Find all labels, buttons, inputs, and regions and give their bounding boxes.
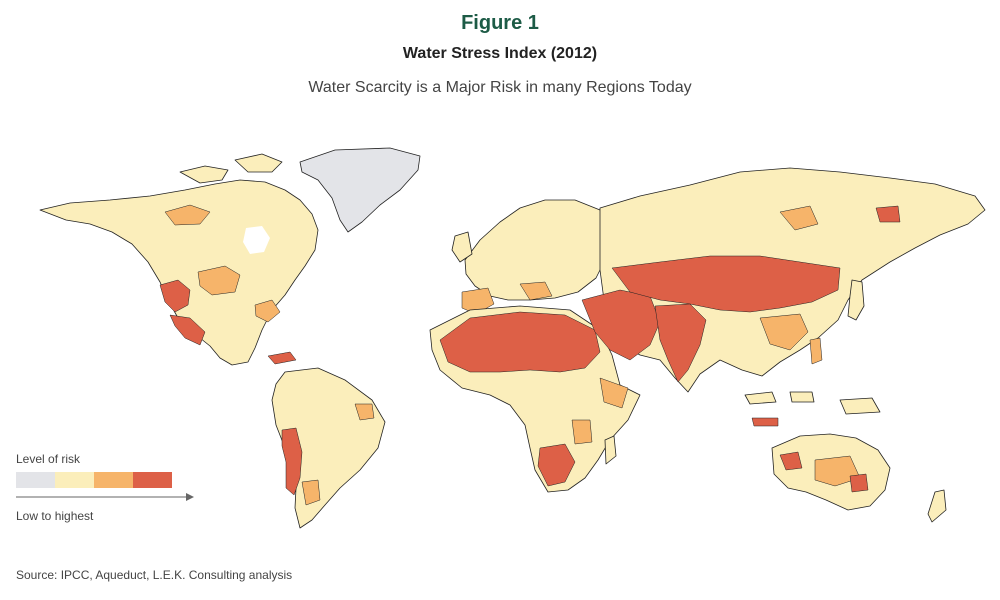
hotspot-east-russia	[875, 205, 901, 223]
region-arctic-islands-2	[234, 153, 283, 173]
legend-swatch-4	[133, 472, 172, 488]
legend-swatch-3	[94, 472, 133, 488]
hotspot-australia-west	[779, 451, 803, 471]
region-new-zealand	[927, 489, 947, 523]
hotspot-patagonia	[301, 479, 321, 506]
legend-arrow	[16, 493, 194, 501]
hotspot-east-africa	[571, 419, 593, 445]
hotspot-siberia	[779, 205, 819, 231]
hotspot-mediterranean	[519, 281, 553, 301]
figure-label: Figure 1	[461, 12, 539, 34]
region-japan	[847, 279, 865, 321]
hotspot-central-asia	[611, 255, 841, 313]
hotspot-us-southwest	[159, 279, 191, 313]
hotspot-sahara	[439, 311, 601, 373]
region-uk	[451, 231, 473, 263]
map-title: Water Stress Index (2012)	[402, 45, 598, 62]
legend: Level of risk Low to highest	[16, 452, 216, 523]
legend-swatches	[16, 472, 216, 488]
legend-title: Level of risk	[16, 452, 81, 466]
hotspot-caribbean	[267, 351, 297, 365]
region-madagascar	[604, 435, 617, 465]
hotspot-brazil-ne	[354, 403, 375, 421]
region-arctic-islands	[179, 165, 229, 184]
region-java	[751, 417, 779, 427]
hotspot-australia-south	[849, 473, 869, 493]
legend-swatch-1	[16, 472, 55, 488]
hotspot-east-china	[759, 313, 809, 351]
region-philippines	[809, 337, 823, 365]
region-indonesia-2	[789, 391, 815, 403]
hudson-bay	[243, 226, 270, 254]
region-new-guinea	[839, 397, 881, 415]
hotspot-us-plains	[197, 265, 241, 296]
hotspot-south-asia	[654, 303, 707, 383]
legend-swatch-2	[55, 472, 94, 488]
source-note: Source: IPCC, Aqueduct, L.E.K. Consultin…	[16, 568, 293, 582]
hotspot-australia-central	[814, 455, 861, 487]
world-map	[39, 147, 986, 529]
hotspot-us-southeast	[254, 299, 281, 323]
hotspot-southern-africa	[537, 443, 576, 487]
region-greenland	[299, 147, 421, 233]
region-indonesia-1	[744, 391, 777, 405]
map-subtitle: Water Scarcity is a Major Risk in many R…	[308, 79, 692, 96]
hotspot-mexico	[169, 314, 206, 346]
legend-bottom-label: Low to highest	[16, 509, 94, 523]
hotspot-andes	[281, 427, 303, 496]
region-north-america	[39, 179, 319, 366]
hotspot-canada	[164, 204, 211, 226]
hotspot-horn-africa	[599, 377, 629, 409]
